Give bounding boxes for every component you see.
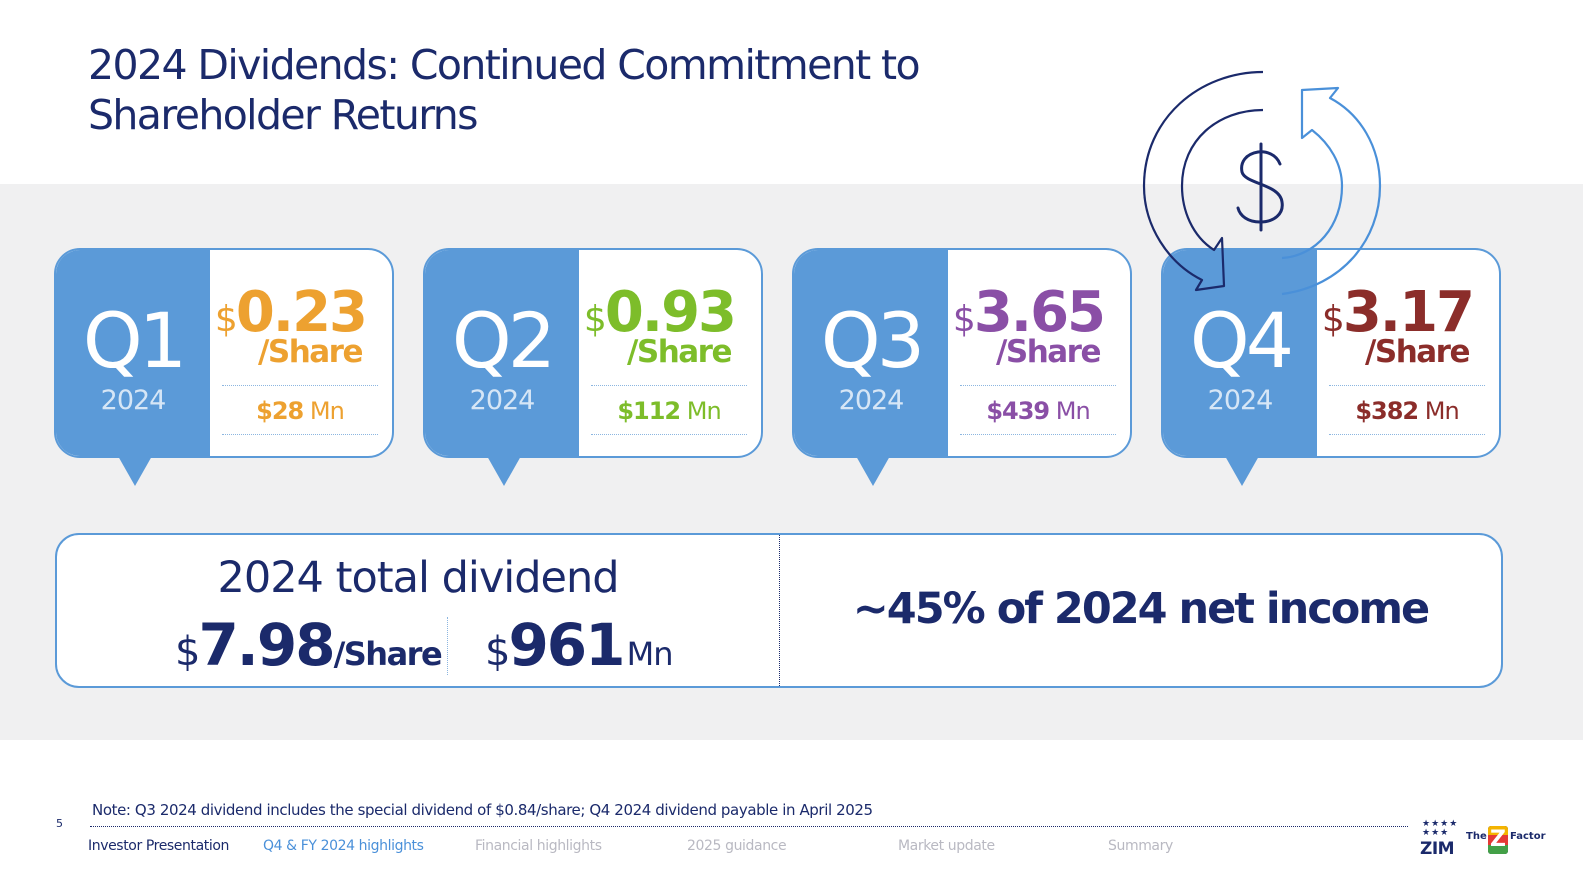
total-value: 112 (633, 397, 681, 425)
page-title: 2024 Dividends: Continued Commitment to … (88, 41, 921, 139)
currency-symbol: $ (214, 299, 238, 340)
total-dividend-title: 2024 total dividend (217, 553, 619, 603)
total-unit: Mn (1055, 397, 1091, 425)
quarter-panel (425, 250, 579, 456)
quarter-panel (1163, 250, 1317, 456)
per-share-value: 3.65 (973, 280, 1106, 345)
footer-nav-2025-guidance[interactable]: 2025 guidance (687, 838, 787, 854)
quarter-panel (794, 250, 948, 456)
divider (960, 434, 1116, 435)
footer-nav-market-update[interactable]: Market update (898, 838, 995, 854)
per-share-amount: $3.17 (1321, 280, 1475, 345)
total-unit: Mn (686, 397, 722, 425)
dividend-card-q4: Q4 2024 $3.17 /Share $382 Mn (1161, 248, 1501, 486)
total-unit: Mn (309, 397, 345, 425)
per-share-amount: $3.65 (952, 280, 1106, 345)
quarter-year: 2024 (1207, 385, 1274, 416)
footer-divider (90, 826, 1408, 827)
currency-symbol: $ (583, 299, 607, 340)
total-amount: $961 Mn (485, 611, 674, 679)
divider (222, 385, 378, 386)
per-share-value: 0.23 (235, 280, 368, 345)
divider (447, 617, 448, 675)
dividend-card-q3: Q3 2024 $3.65 /Share $439 Mn (792, 248, 1132, 486)
currency-symbol: $ (986, 397, 1003, 425)
footer-nav-financial-highlights[interactable]: Financial highlights (475, 838, 602, 854)
per-share-unit: /Share (1365, 334, 1470, 370)
per-share-value: 0.93 (604, 280, 737, 345)
currency-symbol: $ (256, 397, 273, 425)
total-amount: $112 Mn (591, 395, 747, 427)
zim-logo: ★★★★ ★★★ ZIM The Z Factor (1418, 820, 1548, 860)
divider (222, 434, 378, 435)
per-share-unit: /Share (333, 635, 443, 673)
currency-symbol: $ (617, 397, 634, 425)
quarter-label: Q3 (820, 296, 925, 385)
total-unit: Mn (1424, 397, 1460, 425)
z-factor-icon: Z (1488, 826, 1508, 854)
callout-tail (856, 456, 890, 486)
footnote: Note: Q3 2024 dividend includes the spec… (92, 801, 873, 819)
quarter-label: Q1 (82, 296, 187, 385)
divider (1329, 385, 1485, 386)
per-share-amount: $0.93 (583, 280, 737, 345)
quarter-year: 2024 (838, 385, 905, 416)
divider (591, 434, 747, 435)
footer-nav-summary[interactable]: Summary (1108, 838, 1173, 854)
total-value: 439 (1002, 397, 1050, 425)
quarter-label: Q4 (1189, 296, 1294, 385)
per-share-value: 3.17 (1342, 280, 1475, 345)
currency-symbol: $ (952, 299, 976, 340)
total-value: 382 (1371, 397, 1419, 425)
per-share-unit: /Share (627, 334, 732, 370)
net-income-share: ~45% of 2024 net income (852, 584, 1430, 634)
dividend-card-q2: Q2 2024 $0.93 /Share $112 Mn (423, 248, 763, 486)
currency-symbol: $ (1321, 299, 1345, 340)
currency-symbol: $ (485, 629, 510, 675)
divider (1329, 434, 1485, 435)
callout-tail (1225, 456, 1259, 486)
total-amount: $382 Mn (1329, 395, 1485, 427)
per-share-unit: /Share (258, 334, 363, 370)
divider (779, 535, 780, 686)
quarter-label: Q2 (451, 296, 556, 385)
dollar-cycle-icon (1142, 70, 1382, 296)
footer-nav-investor-presentation[interactable]: Investor Presentation (88, 838, 229, 854)
per-share-unit: /Share (996, 334, 1101, 370)
divider (960, 385, 1116, 386)
per-share-amount: $0.23 (214, 280, 368, 345)
total-per-share-value: 7.98 (198, 611, 335, 679)
total-value: 28 (271, 397, 304, 425)
total-per-share: $7.98/Share (175, 611, 443, 679)
currency-symbol: $ (1355, 397, 1372, 425)
logo-the: The (1466, 831, 1487, 842)
total-amount-value: 961 (508, 611, 625, 679)
quarter-year: 2024 (100, 385, 167, 416)
page-number: 5 (56, 817, 63, 830)
currency-symbol: $ (175, 629, 200, 675)
callout-tail (487, 456, 521, 486)
logo-factor: Factor (1510, 831, 1546, 842)
logo-z: Z (1490, 827, 1506, 852)
total-dividend-box: 2024 total dividend $7.98/Share $961 Mn … (55, 533, 1503, 688)
quarter-panel (56, 250, 210, 456)
callout-tail (118, 456, 152, 486)
total-amount: $439 Mn (960, 395, 1116, 427)
logo-stars: ★★★★ ★★★ (1422, 819, 1459, 838)
footer-nav-q4-fy-highlights[interactable]: Q4 & FY 2024 highlights (263, 838, 424, 854)
quarter-year: 2024 (469, 385, 536, 416)
dividend-card-q1: Q1 2024 $0.23 /Share $28 Mn (54, 248, 394, 486)
total-amount-unit: Mn (626, 635, 674, 673)
total-amount: $28 Mn (222, 395, 378, 427)
logo-wordmark: ZIM (1420, 839, 1455, 859)
divider (591, 385, 747, 386)
